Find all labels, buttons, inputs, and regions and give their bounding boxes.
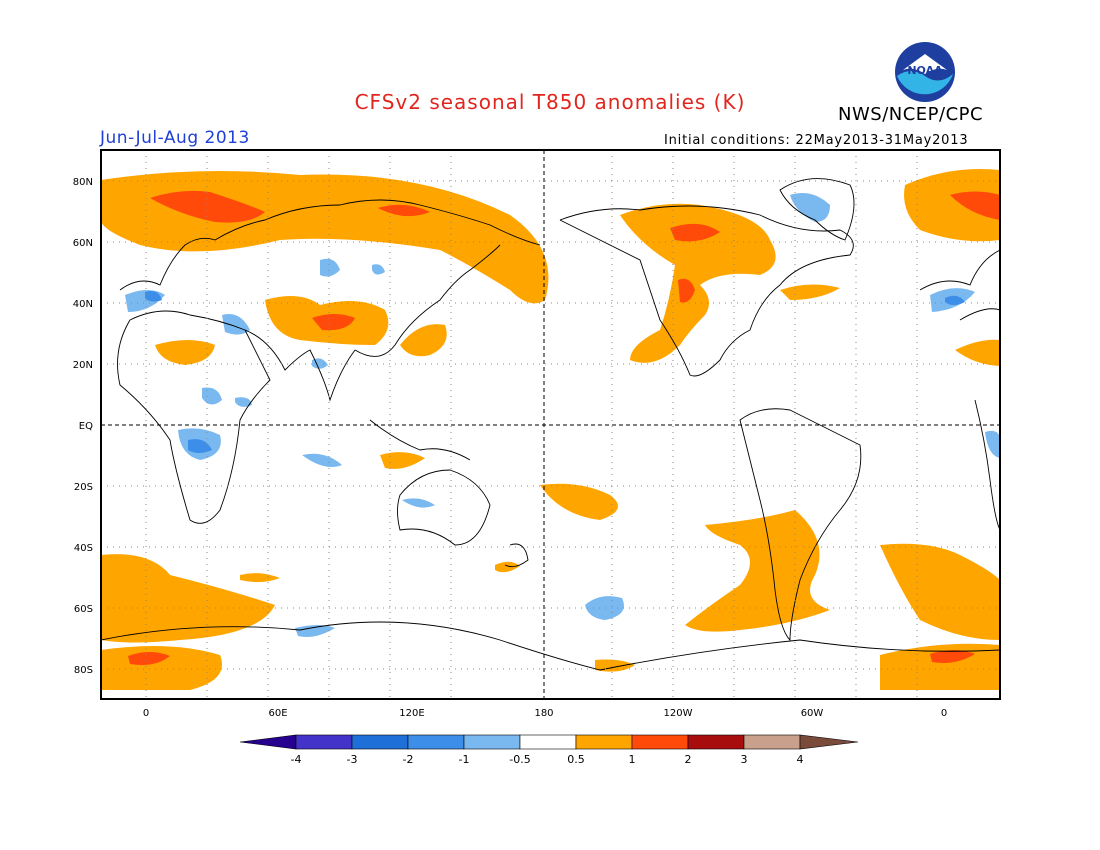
coastlines <box>101 178 1000 671</box>
lat-label: 20N <box>73 360 93 371</box>
colorbar-label: 4 <box>797 753 804 766</box>
colorbar-label: 0.5 <box>567 753 585 766</box>
colorbar-segment <box>743 734 801 750</box>
lat-label: 80N <box>73 177 93 188</box>
lat-label: EQ <box>79 421 93 432</box>
lat-label: 40N <box>73 299 93 310</box>
lon-label: 0 <box>941 708 947 719</box>
init-conditions-label: Initial conditions: 22May2013-31May2013 <box>664 133 969 148</box>
reference-lines <box>101 150 1000 699</box>
lon-label: 120E <box>399 708 424 719</box>
colorbar-label: -3 <box>347 753 358 766</box>
lat-label: 60S <box>74 604 93 615</box>
colorbar-label: -2 <box>403 753 414 766</box>
lon-label: 120W <box>664 708 693 719</box>
colorbar-end-right <box>799 734 859 750</box>
colorbar-label: 1 <box>629 753 636 766</box>
season-label: Jun-Jul-Aug 2013 <box>100 128 250 148</box>
colorbar-end-left <box>239 734 297 750</box>
lat-label: 60N <box>73 238 93 249</box>
longitude-labels: 0 60E 120E 180 120W 60W 0 <box>143 708 947 719</box>
colorbar-label: -0.5 <box>509 753 530 766</box>
map-frame <box>100 149 1001 700</box>
colorbar-label: 3 <box>741 753 748 766</box>
agency-label: NWS/NCEP/CPC <box>838 104 984 125</box>
lon-label: 0 <box>143 708 149 719</box>
colorbar-segment <box>575 734 633 750</box>
lat-label: 80S <box>74 665 93 676</box>
noaa-logo: NOAA <box>895 42 955 102</box>
colorbar-segment <box>407 734 465 750</box>
colorbar-label: -4 <box>291 753 302 766</box>
latitude-labels: 80N 60N 40N 20N EQ 20S 40S 60S 80S <box>73 177 93 676</box>
colorbar-segment <box>295 734 353 750</box>
colorbar-segment <box>463 734 521 750</box>
negative-anomaly-regions <box>125 192 1000 637</box>
lon-label: 60E <box>268 708 287 719</box>
noaa-logo-text: NOAA <box>907 64 943 77</box>
positive-anomaly-regions <box>101 169 1000 690</box>
colorbar-segment <box>631 734 689 750</box>
lat-label: 20S <box>74 482 93 493</box>
colorbar-label: 2 <box>685 753 692 766</box>
lon-label: 180 <box>534 708 553 719</box>
colorbar-segment <box>351 734 409 750</box>
strong-positive-anomaly-regions <box>128 190 1000 665</box>
lon-label: 60W <box>801 708 824 719</box>
anomaly-fields <box>101 169 1000 690</box>
colorbar-labels: -4 -3 -2 -1 -0.5 0.5 1 2 3 4 <box>291 753 804 766</box>
colorbar-segment <box>519 734 577 750</box>
lat-label: 40S <box>74 543 93 554</box>
colorbar-label: -1 <box>459 753 470 766</box>
strong-negative-anomaly-regions <box>145 291 965 453</box>
colorbar-segment <box>687 734 745 750</box>
colorbar <box>239 734 859 750</box>
map-title: CFSv2 seasonal T850 anomalies (K) <box>354 90 746 114</box>
